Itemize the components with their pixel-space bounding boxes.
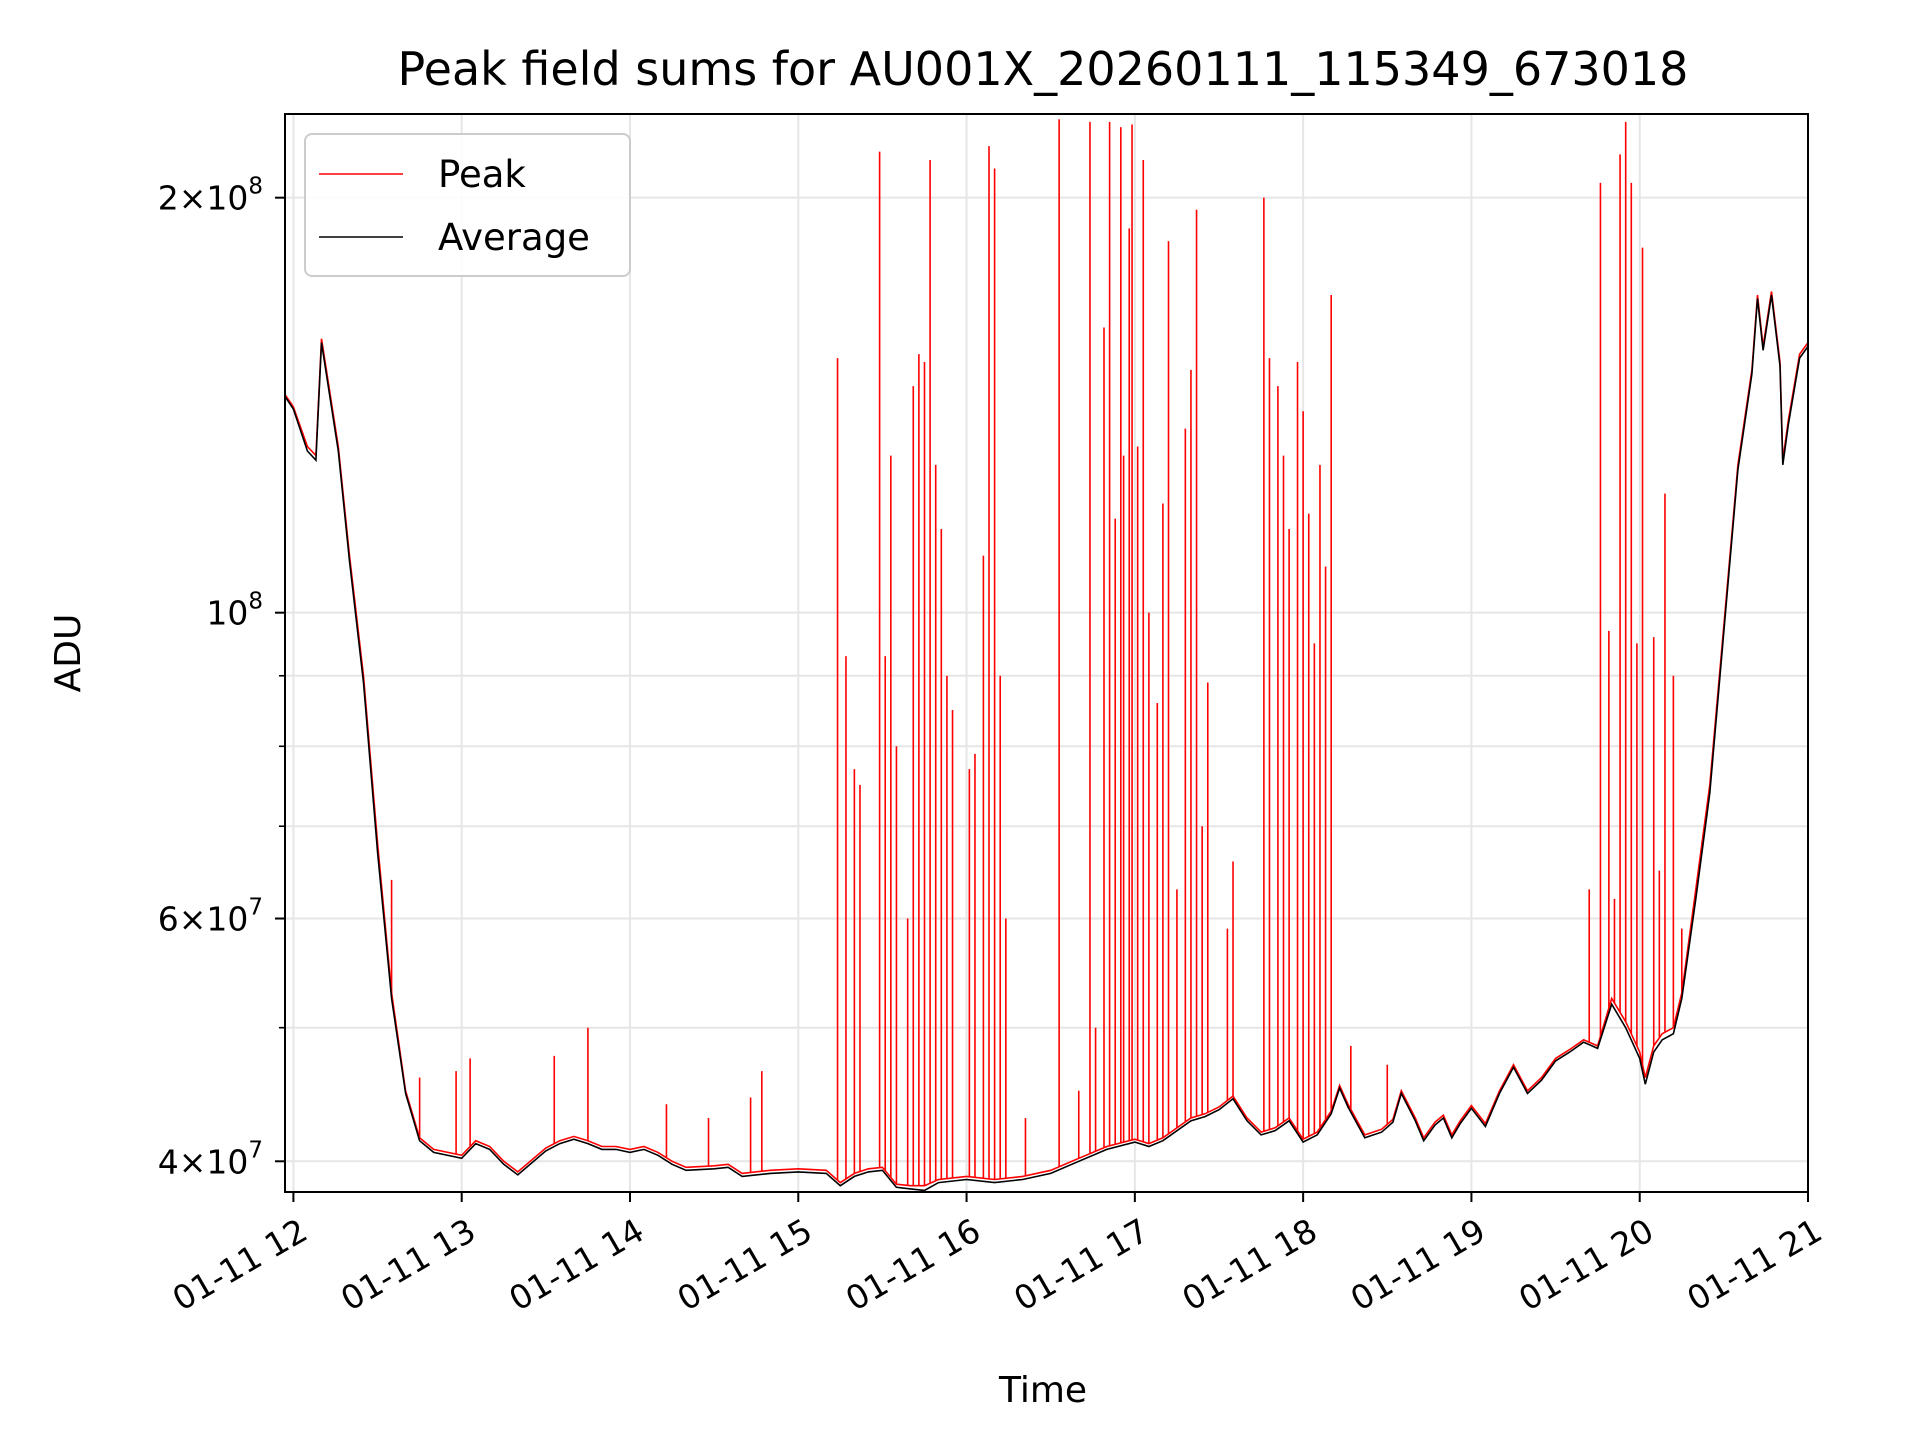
y-axis-label: ADU bbox=[48, 614, 89, 693]
legend-box bbox=[304, 133, 631, 277]
legend-label-peak: Peak bbox=[438, 153, 526, 196]
plot-area bbox=[285, 119, 1808, 1192]
legend: Peak Average bbox=[304, 133, 631, 277]
average-series-line bbox=[285, 294, 1808, 1192]
chart-title: Peak field sums for AU001X_20260111_1153… bbox=[398, 42, 1689, 96]
axes-frame bbox=[284, 113, 1809, 1193]
y-tick-label: 2×108 bbox=[158, 174, 263, 218]
y-tick-label: 108 bbox=[206, 589, 263, 633]
x-axis-label: Time bbox=[998, 1370, 1087, 1411]
y-tick-label: 6×107 bbox=[158, 895, 263, 939]
series-group bbox=[285, 119, 1808, 1192]
legend-label-average: Average bbox=[438, 216, 590, 259]
y-tick-label: 4×107 bbox=[158, 1137, 263, 1181]
